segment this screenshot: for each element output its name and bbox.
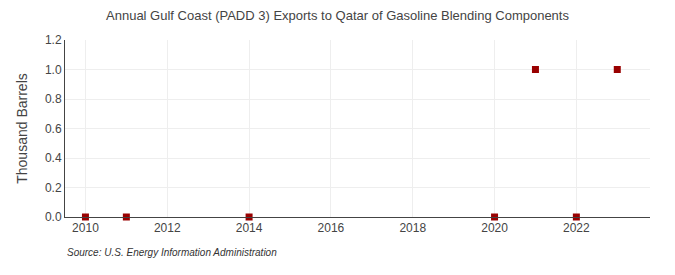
svg-text:1.0: 1.0 [45, 63, 62, 77]
svg-text:0.8: 0.8 [45, 92, 62, 106]
svg-text:2016: 2016 [318, 221, 345, 235]
svg-text:2020: 2020 [481, 221, 508, 235]
svg-text:0.2: 0.2 [45, 181, 62, 195]
svg-text:2014: 2014 [236, 221, 263, 235]
svg-text:1.2: 1.2 [45, 33, 62, 47]
svg-text:2010: 2010 [72, 221, 99, 235]
svg-text:2012: 2012 [154, 221, 181, 235]
svg-text:2018: 2018 [399, 221, 426, 235]
svg-text:Source: U.S. Energy Informatio: Source: U.S. Energy Information Administ… [67, 247, 277, 258]
svg-text:0.4: 0.4 [45, 151, 62, 165]
svg-text:0.0: 0.0 [45, 210, 62, 224]
svg-text:2022: 2022 [563, 221, 590, 235]
svg-text:Thousand Barrels: Thousand Barrels [14, 73, 30, 184]
svg-text:0.6: 0.6 [45, 122, 62, 136]
svg-text:Annual Gulf Coast (PADD 3) Exp: Annual Gulf Coast (PADD 3) Exports to Qa… [106, 8, 569, 23]
